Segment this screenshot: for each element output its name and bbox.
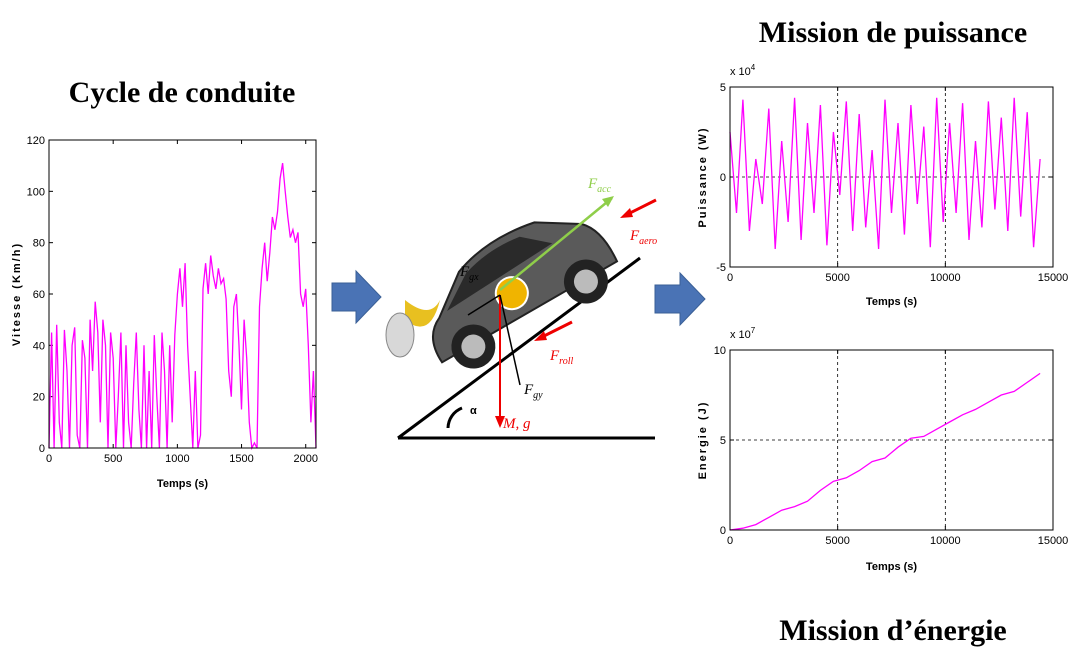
x-axis-label: Temps (s) <box>157 478 208 490</box>
arrow-head <box>495 416 505 428</box>
y-axis-label: Vitesse (Km/h) <box>11 242 23 346</box>
force-arrow <box>499 197 613 291</box>
y-tick-label: 60 <box>33 289 45 301</box>
plug <box>385 312 415 358</box>
chart-title: Mission de puissance <box>759 16 1027 49</box>
plot-area <box>49 140 316 448</box>
y-tick-label: 100 <box>27 186 45 198</box>
flow-arrow <box>654 271 706 327</box>
x-tick-label: 10000 <box>930 272 961 284</box>
y-tick-label: 120 <box>27 135 45 147</box>
x-axis-label: Temps (s) <box>866 561 917 573</box>
y-axis-label: Energie (J) <box>697 401 709 480</box>
plot-area <box>730 350 1053 530</box>
axis-multiplier: x 104 <box>730 63 756 78</box>
y-axis-label: Puissance (W) <box>697 126 709 227</box>
y-tick-label: 0 <box>720 525 726 537</box>
y-tick-label: 80 <box>33 238 45 250</box>
y-tick-label: 5 <box>720 82 726 94</box>
wheel-rim <box>573 269 598 294</box>
force-label: Faero <box>629 228 657 247</box>
y-tick-label: 5 <box>720 435 726 447</box>
arrow-head <box>602 196 614 207</box>
angle-arc <box>446 406 463 429</box>
force-label: Froll <box>549 348 573 367</box>
x-tick-label: 10000 <box>930 535 961 547</box>
force-label: Fgy <box>523 382 543 401</box>
force-symbol: F <box>523 382 534 398</box>
x-tick-label: 1500 <box>229 453 253 465</box>
y-tick-label: 0 <box>39 443 45 455</box>
force-symbol: F <box>549 348 560 364</box>
x-tick-label: 0 <box>727 535 733 547</box>
plug-cable <box>405 300 440 327</box>
y-tick-label: -5 <box>716 262 726 274</box>
y-tick-label: 20 <box>33 392 45 404</box>
multiplier-exponent: 4 <box>751 63 756 72</box>
chart-title: Cycle de conduite <box>69 76 296 109</box>
x-tick-label: 0 <box>46 453 52 465</box>
x-tick-label: 1000 <box>165 453 189 465</box>
vehicle-diagram <box>385 196 657 440</box>
x-tick-label: 500 <box>104 453 122 465</box>
x-tick-label: 2000 <box>293 453 317 465</box>
plot-frame <box>729 349 1054 531</box>
x-tick-label: 5000 <box>825 535 849 547</box>
force-symbol: F <box>459 264 470 280</box>
car-window <box>447 236 553 311</box>
force-label: Facc <box>587 176 612 195</box>
force-subscript: acc <box>597 184 611 195</box>
force-symbol: F <box>629 228 640 244</box>
force-label: M, g <box>502 416 531 432</box>
y-tick-label: 0 <box>720 172 726 184</box>
wheel-rim <box>461 334 486 359</box>
arrow-head <box>620 208 633 218</box>
data-line <box>729 97 1041 250</box>
charge-port <box>494 276 529 311</box>
force-subscript: gx <box>469 272 479 283</box>
axis-multiplier: x 107 <box>730 326 756 341</box>
x-tick-label: 15000 <box>1038 272 1069 284</box>
flow-arrow <box>331 269 382 325</box>
plot-frame <box>729 86 1054 268</box>
force-label: Fgx <box>459 264 479 283</box>
force-arrow <box>467 294 501 316</box>
chart-title: Mission d’énergie <box>779 614 1006 647</box>
plot-frame <box>48 139 317 449</box>
x-tick-label: 5000 <box>825 272 849 284</box>
plot-area <box>730 87 1053 267</box>
force-symbol: F <box>587 176 598 192</box>
x-tick-label: 15000 <box>1038 535 1069 547</box>
car <box>432 221 619 369</box>
force-arrow <box>499 294 521 386</box>
arrow-head <box>534 331 547 341</box>
force-subscript: aero <box>639 236 657 247</box>
multiplier-exponent: 7 <box>751 326 756 335</box>
x-tick-label: 0 <box>727 272 733 284</box>
multiplier-base: x 10 <box>730 66 751 78</box>
angle-label: α <box>470 405 477 417</box>
y-tick-label: 10 <box>714 345 726 357</box>
force-subscript: gy <box>533 390 543 401</box>
data-line <box>729 372 1041 531</box>
force-subscript: roll <box>559 356 573 367</box>
x-axis-label: Temps (s) <box>866 296 917 308</box>
multiplier-base: x 10 <box>730 329 751 341</box>
data-line <box>48 162 317 451</box>
y-tick-label: 40 <box>33 340 45 352</box>
